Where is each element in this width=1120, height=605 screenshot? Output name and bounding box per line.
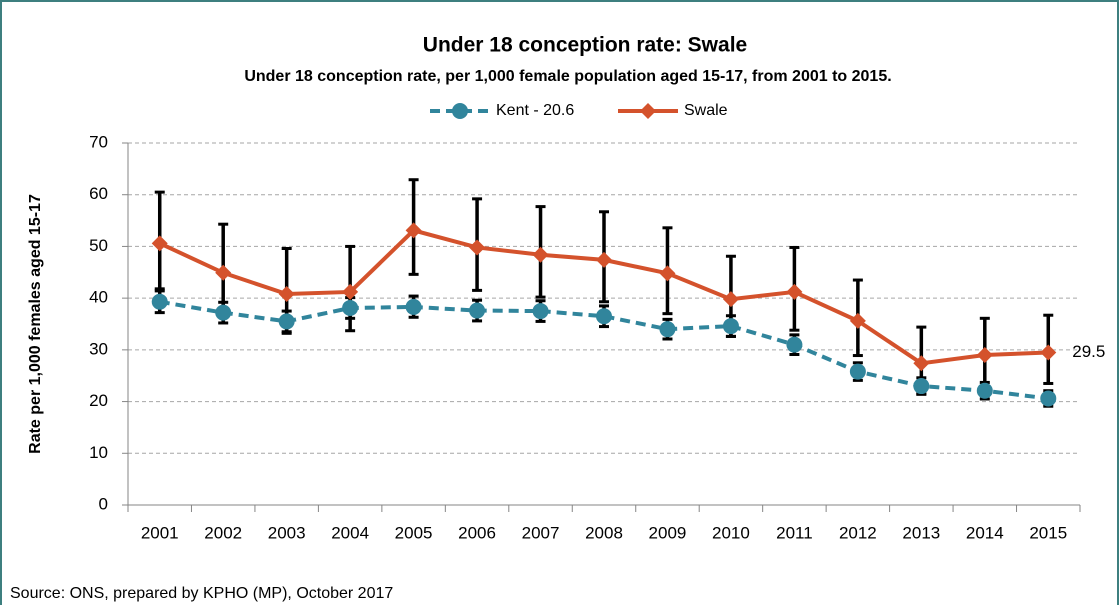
x-tick-label: 2015 <box>1029 523 1067 542</box>
y-axis-label: Rate per 1,000 females aged 15-17 <box>27 194 44 454</box>
x-tick-label: 2010 <box>712 523 750 542</box>
source: Source: ONS, prepared by KPHO (MP), Octo… <box>10 585 393 602</box>
marker <box>786 336 803 353</box>
legend-label: Kent - 20.6 <box>496 102 574 119</box>
marker <box>532 246 549 263</box>
marker <box>913 378 930 395</box>
marker <box>405 298 422 315</box>
x-tick-label: 2002 <box>204 523 242 542</box>
y-tick-label: 30 <box>89 339 108 358</box>
marker <box>278 313 295 330</box>
marker <box>469 302 486 319</box>
marker <box>722 318 739 335</box>
marker <box>596 251 612 268</box>
marker <box>469 239 486 256</box>
y-tick-label: 20 <box>89 391 108 410</box>
chart-title: Under 18 conception rate: Swale <box>423 34 747 57</box>
series-line <box>159 299 1049 401</box>
marker <box>976 382 993 399</box>
marker <box>596 308 612 325</box>
x-tick-label: 2001 <box>141 523 179 542</box>
marker <box>849 312 866 329</box>
marker <box>342 299 359 316</box>
x-tick-label: 2008 <box>585 523 623 542</box>
marker <box>278 286 295 303</box>
marker <box>1040 390 1057 407</box>
marker <box>976 347 993 364</box>
y-tick-label: 60 <box>89 184 108 203</box>
marker <box>913 355 930 372</box>
marker <box>151 293 168 310</box>
y-tick-label: 10 <box>89 443 108 462</box>
marker <box>342 283 359 300</box>
x-tick-label: 2007 <box>522 523 560 542</box>
marker <box>659 321 676 338</box>
marker <box>1040 344 1057 361</box>
x-tick-label: 2009 <box>649 523 687 542</box>
marker <box>405 222 422 239</box>
x-tick-label: 2005 <box>395 523 433 542</box>
data-label: 29.5 <box>1072 342 1105 361</box>
marker <box>849 363 866 380</box>
marker <box>640 103 656 119</box>
y-tick-label: 40 <box>89 288 108 307</box>
marker <box>452 103 468 119</box>
x-tick-label: 2006 <box>458 523 496 542</box>
y-tick-label: 50 <box>89 236 108 255</box>
x-tick-label: 2013 <box>902 523 940 542</box>
x-tick-label: 2011 <box>776 523 813 542</box>
x-tick-label: 2004 <box>331 523 369 542</box>
x-tick-label: 2012 <box>839 523 877 542</box>
x-tick-label: 2014 <box>966 523 1004 542</box>
y-tick-label: 0 <box>99 494 108 513</box>
x-tick-label: 2003 <box>268 523 306 542</box>
marker <box>215 264 232 281</box>
y-tick-label: 70 <box>89 132 108 151</box>
marker <box>659 265 676 282</box>
marker <box>722 291 739 308</box>
legend-label: Swale <box>684 102 728 119</box>
marker <box>532 303 549 320</box>
marker <box>786 283 803 300</box>
chart-subtitle: Under 18 conception rate, per 1,000 fema… <box>244 68 891 85</box>
marker <box>151 235 168 252</box>
marker <box>215 304 232 321</box>
